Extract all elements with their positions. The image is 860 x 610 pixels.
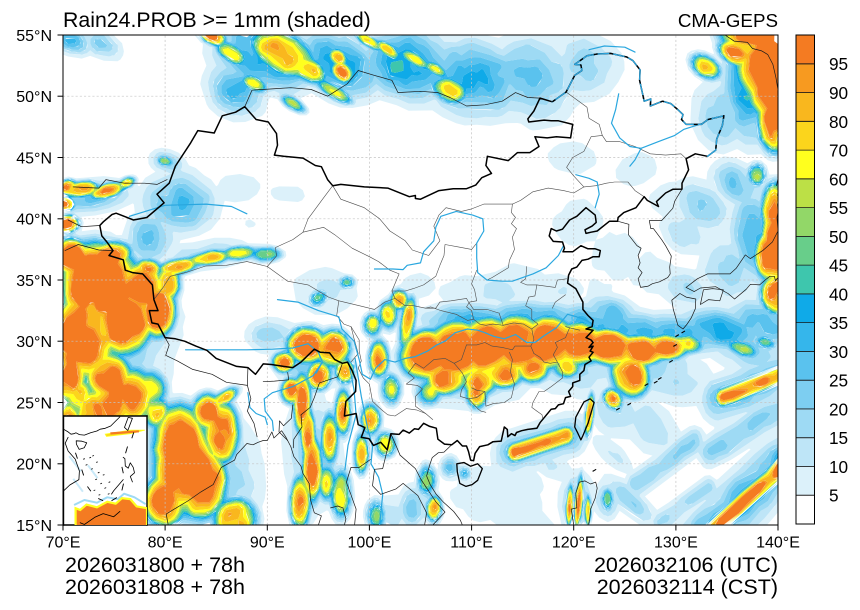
svg-text:130°E: 130°E: [654, 535, 698, 552]
svg-text:90°E: 90°E: [250, 535, 285, 552]
svg-text:CMA-GEPS: CMA-GEPS: [678, 10, 778, 31]
svg-text:60: 60: [829, 169, 848, 189]
svg-text:45: 45: [829, 256, 848, 276]
svg-text:25°N: 25°N: [16, 395, 52, 412]
svg-text:2026032106 (UTC): 2026032106 (UTC): [594, 553, 778, 577]
svg-text:15: 15: [829, 428, 848, 448]
svg-text:70: 70: [829, 141, 848, 161]
svg-text:80: 80: [829, 112, 848, 132]
svg-text:120°E: 120°E: [552, 535, 596, 552]
svg-text:5: 5: [829, 486, 839, 506]
svg-text:45°N: 45°N: [16, 150, 52, 167]
svg-text:25: 25: [829, 371, 848, 391]
svg-text:2026032114 (CST): 2026032114 (CST): [597, 575, 778, 599]
svg-text:2026031800 + 78h: 2026031800 + 78h: [65, 553, 245, 577]
svg-text:50: 50: [829, 227, 848, 247]
svg-text:100°E: 100°E: [348, 535, 392, 552]
svg-text:55°N: 55°N: [16, 28, 52, 45]
svg-text:15°N: 15°N: [16, 518, 52, 535]
svg-text:20°N: 20°N: [16, 457, 52, 474]
svg-text:40°N: 40°N: [16, 212, 52, 229]
svg-text:140°E: 140°E: [756, 535, 800, 552]
svg-text:110°E: 110°E: [450, 535, 493, 552]
svg-text:50°N: 50°N: [16, 89, 52, 106]
svg-text:35: 35: [829, 313, 848, 333]
svg-text:95: 95: [829, 54, 848, 74]
svg-text:70°E: 70°E: [46, 535, 81, 552]
svg-text:10: 10: [829, 457, 848, 477]
svg-text:Rain24.PROB >= 1mm (shaded): Rain24.PROB >= 1mm (shaded): [63, 8, 371, 32]
svg-text:90: 90: [829, 83, 848, 103]
svg-text:55: 55: [829, 198, 848, 218]
svg-text:20: 20: [829, 399, 848, 419]
svg-text:80°E: 80°E: [148, 535, 183, 552]
svg-text:40: 40: [829, 284, 848, 304]
svg-text:30: 30: [829, 342, 848, 362]
svg-text:30°N: 30°N: [16, 334, 52, 351]
svg-text:2026031808 + 78h: 2026031808 + 78h: [65, 575, 245, 599]
svg-text:35°N: 35°N: [16, 273, 52, 290]
